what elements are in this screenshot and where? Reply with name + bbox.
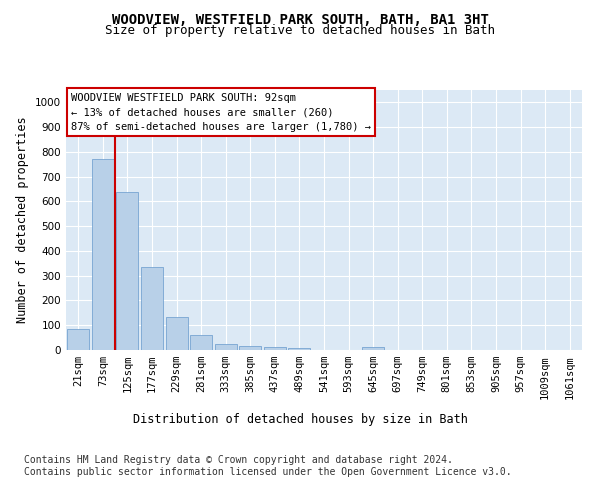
Bar — [239, 346, 262, 350]
Bar — [141, 267, 163, 350]
Text: Size of property relative to detached houses in Bath: Size of property relative to detached ho… — [105, 24, 495, 37]
Bar — [215, 344, 237, 350]
Text: Distribution of detached houses by size in Bath: Distribution of detached houses by size … — [133, 412, 467, 426]
Bar — [190, 335, 212, 350]
Bar — [289, 348, 310, 350]
Text: WOODVIEW WESTFIELD PARK SOUTH: 92sqm
← 13% of detached houses are smaller (260)
: WOODVIEW WESTFIELD PARK SOUTH: 92sqm ← 1… — [71, 92, 371, 132]
Bar — [67, 329, 89, 350]
Bar — [92, 160, 114, 350]
Text: WOODVIEW, WESTFIELD PARK SOUTH, BATH, BA1 3HT: WOODVIEW, WESTFIELD PARK SOUTH, BATH, BA… — [112, 12, 488, 26]
Bar — [116, 192, 139, 350]
Bar — [264, 347, 286, 350]
Bar — [362, 347, 384, 350]
Y-axis label: Number of detached properties: Number of detached properties — [16, 116, 29, 324]
Bar — [166, 316, 188, 350]
Text: Contains HM Land Registry data © Crown copyright and database right 2024.
Contai: Contains HM Land Registry data © Crown c… — [24, 455, 512, 476]
